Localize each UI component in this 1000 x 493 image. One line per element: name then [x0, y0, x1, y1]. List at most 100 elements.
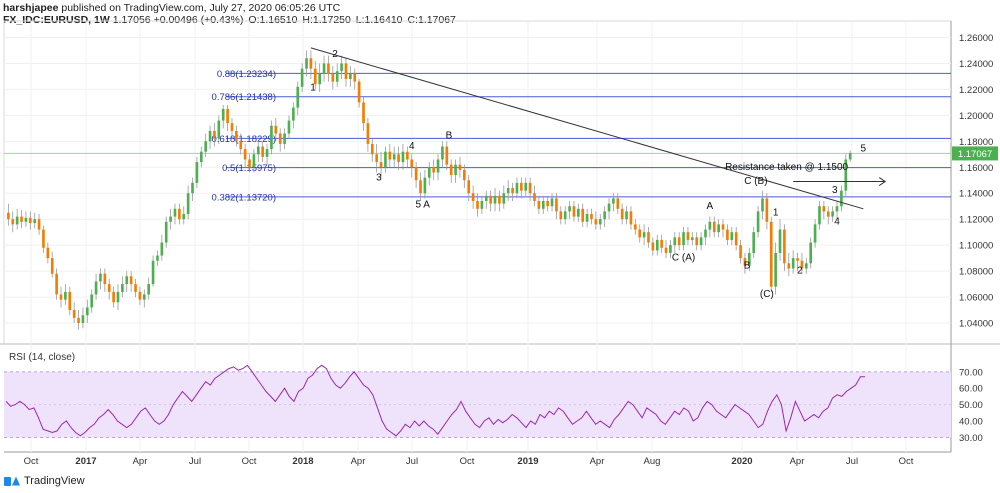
candle-body — [370, 143, 374, 155]
rsi-tick-label: 30.00 — [959, 433, 983, 444]
candle-body — [239, 141, 243, 150]
rsi-tick-label: 70.00 — [959, 367, 983, 378]
candle-body — [252, 154, 256, 168]
candle-body — [248, 159, 251, 168]
candle-body — [344, 63, 348, 80]
price-tick-label: 1.24000 — [959, 59, 993, 70]
price-tick-label: 1.22000 — [959, 85, 993, 96]
candle-body — [125, 276, 129, 285]
candle-body — [791, 258, 795, 269]
candle-body — [414, 167, 418, 181]
rsi-label[interactable]: RSI (14, close) — [9, 352, 76, 363]
wave-label: C (B) — [744, 176, 767, 187]
candle-body — [546, 201, 549, 207]
time-tick-label: Oct — [899, 456, 914, 467]
wave-annotations: 2 1 4 B 3 5 A C (A) A C (B) Resistance taken @ 1.… — [310, 49, 866, 300]
author-name[interactable]: harshjapee — [3, 2, 59, 14]
symbol-line: FX_IDC:EURUSD, 1W 1.17056 +0.00496 (+0.4… — [3, 14, 456, 26]
high-label: H: — [302, 14, 313, 26]
candle-body — [778, 229, 782, 253]
open-label: O: — [248, 14, 260, 26]
candle-body — [498, 195, 501, 204]
candle-body — [463, 169, 466, 181]
candle-body — [445, 146, 449, 165]
price-tick-label: 1.14000 — [959, 189, 993, 200]
time-tick-label: Oct — [24, 456, 39, 467]
candle-body — [550, 198, 554, 207]
time-tick-label: Apr — [790, 456, 805, 467]
candle-body — [533, 193, 536, 202]
candle-body — [568, 206, 571, 212]
rsi-tick-label: 40.00 — [959, 417, 983, 428]
candle-body — [471, 193, 475, 202]
publisher-line: harshjapee published on TradingView.com,… — [3, 2, 340, 14]
candle-body — [432, 167, 435, 173]
price-tick-label: 1.04000 — [959, 319, 993, 330]
candle-body — [835, 206, 839, 212]
time-tick-label: Apr — [590, 456, 605, 467]
candle-body — [103, 273, 107, 285]
candle-body — [620, 208, 624, 220]
candle-body — [726, 229, 729, 240]
time-tick-label: 2019 — [517, 456, 538, 467]
candle-body — [362, 102, 365, 124]
candle-body — [28, 217, 32, 224]
footer-brand[interactable]: TradingView — [4, 475, 85, 487]
candle-body — [541, 201, 545, 209]
candle-body — [796, 258, 799, 261]
candle-body — [581, 208, 585, 222]
candle-body — [848, 153, 852, 160]
candle-body — [50, 258, 54, 274]
time-tick-label: Apr — [133, 456, 148, 467]
price-change: +0.00496 (+0.43%) — [153, 14, 244, 26]
close-label: C: — [407, 14, 418, 26]
wave-label: B — [744, 261, 751, 272]
price-tick-label: 1.08000 — [959, 267, 993, 278]
low-label: L: — [355, 14, 365, 26]
price-tick-label: 1.10000 — [959, 241, 993, 252]
candle-body — [822, 206, 826, 212]
candle-body — [427, 167, 431, 178]
wave-label: B — [446, 131, 453, 142]
wave-label: 2 — [797, 266, 803, 277]
candle-body — [178, 208, 181, 220]
wave-label: (C) — [760, 289, 774, 300]
candle-body — [138, 291, 142, 300]
candle-body — [208, 130, 212, 142]
price-tick-label: 1.16000 — [959, 163, 993, 174]
candle-body — [603, 211, 606, 220]
candle-body — [278, 133, 282, 144]
candlestick-series — [7, 50, 852, 330]
candle-body — [449, 164, 453, 176]
candle-body — [226, 108, 229, 124]
price-tick-label: 1.18000 — [959, 137, 993, 148]
candle-body — [555, 198, 558, 212]
time-tick-label: 2018 — [292, 456, 313, 467]
trendline — [310, 47, 864, 210]
candle-body — [270, 125, 273, 150]
candle-body — [520, 182, 523, 191]
candle-body — [121, 284, 124, 292]
drawings[interactable] — [310, 47, 887, 210]
candle-body — [85, 307, 89, 316]
fib-level-label: 0.786(1.21438) — [212, 92, 276, 103]
candle-body — [800, 260, 804, 269]
price-tick-label: 1.06000 — [959, 293, 993, 304]
candle-body — [77, 317, 80, 324]
candle-body — [37, 219, 41, 230]
candle-body — [607, 203, 611, 212]
candle-body — [695, 237, 699, 246]
wave-label: 3 — [376, 172, 382, 183]
candle-body — [230, 123, 234, 131]
rsi-band-fill — [4, 371, 951, 438]
candle-body — [528, 182, 532, 194]
candle-body — [112, 291, 115, 303]
wave-label: 4 — [834, 216, 840, 227]
candle-body — [686, 232, 690, 240]
candle-body — [90, 294, 94, 308]
candle-body — [379, 162, 383, 168]
candle-body — [769, 221, 773, 287]
candle-body — [691, 237, 694, 240]
wave-label: 5 — [861, 144, 867, 155]
